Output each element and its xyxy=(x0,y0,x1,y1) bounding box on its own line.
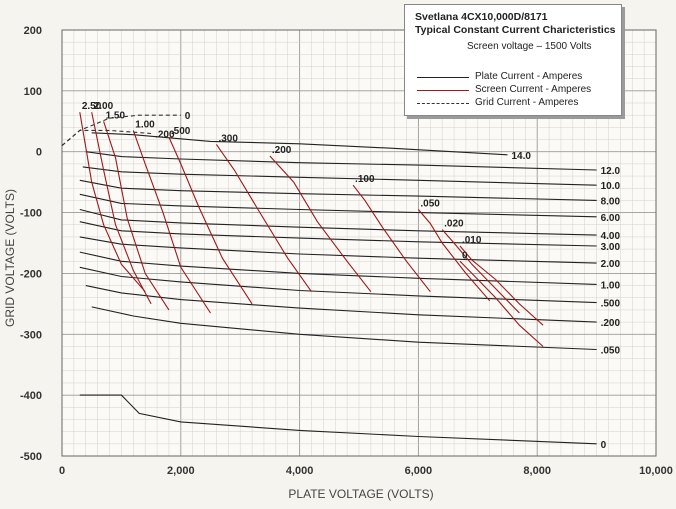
plate-current-line xyxy=(82,166,597,186)
plate-current-data-label: .050 xyxy=(601,346,621,357)
plate-current-line xyxy=(85,285,597,323)
x-tick-label: 0 xyxy=(59,465,65,477)
y-tick-label: -100 xyxy=(20,208,42,220)
screen-current-data-label: .300 xyxy=(218,133,238,144)
screen-current-line xyxy=(269,155,372,293)
screen-current-line xyxy=(459,245,544,326)
legend-swatch xyxy=(417,90,469,91)
screen-current-data-label: .010 xyxy=(462,235,482,246)
tick-label-layer: 0 2,000 4,000 6,000 8,000 10,000 200 100 0 -100 -2… xyxy=(20,25,673,477)
screen-current-line xyxy=(215,144,312,293)
x-tick-label: 6,000 xyxy=(405,465,433,477)
plate-current-data-label: 12.0 xyxy=(601,166,621,177)
x-tick-label: 4,000 xyxy=(286,465,314,477)
screen-current-data-label: .500 xyxy=(171,126,191,137)
plate-current-line xyxy=(79,394,597,445)
plate-current-data-label: 10.0 xyxy=(601,181,621,192)
screen-current-data-label: 2.50 xyxy=(82,101,102,112)
chart-title: Svetlana 4CX10,000D/8171 xyxy=(415,11,548,23)
plate-current-data-label: 0 xyxy=(601,440,607,451)
legend-swatch xyxy=(417,103,469,104)
y-tick-label: -200 xyxy=(20,268,42,280)
screen-current-data-label: .100 xyxy=(355,174,375,185)
plate-current-data-label: 8.00 xyxy=(601,196,621,207)
plate-current-data-label: 6.00 xyxy=(601,213,621,224)
screen-current-data-label: .020 xyxy=(444,219,464,230)
legend-label: Grid Current - Amperes xyxy=(475,97,579,108)
plate-current-line xyxy=(91,132,508,156)
screen-current-line xyxy=(79,112,146,293)
screen-current-data-label: 0 xyxy=(462,250,468,261)
screen-current-line xyxy=(417,209,491,302)
screen-current-line xyxy=(103,121,170,311)
plate-current-line xyxy=(79,221,597,247)
screen-current-data-label: .200 xyxy=(272,145,292,156)
plate-current-data-label: .200 xyxy=(601,318,621,329)
screen-current-line xyxy=(91,112,152,305)
legend-label: Plate Current - Amperes xyxy=(475,71,583,82)
plate-current-data-label: 3.00 xyxy=(601,242,621,253)
plate-current-line xyxy=(91,306,597,351)
y-tick-label: 0 xyxy=(36,147,42,159)
grid-current-series-group: 0 .200 xyxy=(61,111,191,147)
screen-current-line xyxy=(132,130,211,314)
plate-current-line xyxy=(85,151,597,171)
screen-current-data-label: 1.00 xyxy=(135,119,155,130)
x-axis-label: PLATE VOLTAGE (VOLTS) xyxy=(288,487,433,501)
screen-current-line xyxy=(352,184,431,293)
y-tick-label: -500 xyxy=(20,451,42,463)
x-tick-label: 10,000 xyxy=(639,465,673,477)
plate-current-line xyxy=(79,193,597,218)
y-axis-label: GRID VOLTAGE (VOLTS) xyxy=(3,189,17,327)
plot-frame xyxy=(61,29,657,457)
legend-swatch xyxy=(417,77,469,78)
screen-current-line xyxy=(459,260,544,347)
plate-current-line xyxy=(79,236,597,264)
screen-current-data-label: .050 xyxy=(420,199,440,210)
plate-current-data-label: .500 xyxy=(601,299,621,310)
grid-current-data-label: 0 xyxy=(185,111,191,122)
screen-current-line xyxy=(168,136,253,305)
y-tick-label: -400 xyxy=(20,390,42,402)
legend: Svetlana 4CX10,000D/8171 Typical Constan… xyxy=(404,4,622,116)
chart-note: Screen voltage – 1500 Volts xyxy=(467,41,592,52)
plate-current-line xyxy=(79,179,597,201)
plate-current-data-label: 14.0 xyxy=(512,151,532,162)
chart-subtitle: Typical Constant Current Charicteristics xyxy=(415,24,616,36)
screen-current-line xyxy=(441,229,520,314)
x-tick-label: 8,000 xyxy=(523,465,551,477)
screen-current-data-label: 1.50 xyxy=(106,110,126,121)
plate-current-series-group: 14.0 12.0 10.0 8.00 6.00 4.003.00 2.00 1.00 .500… xyxy=(79,132,621,451)
y-tick-label: 200 xyxy=(24,25,42,37)
x-tick-label: 2,000 xyxy=(167,465,195,477)
legend-title-block: Svetlana 4CX10,000D/8171 Typical Constan… xyxy=(415,11,616,37)
y-tick-label: -300 xyxy=(20,329,42,341)
plate-current-data-label: 4.00 xyxy=(601,231,621,242)
plate-current-data-label: 2.00 xyxy=(601,259,621,270)
plate-current-line xyxy=(79,251,597,285)
grid-current-line xyxy=(61,129,152,147)
grid-current-data-label: .200 xyxy=(155,129,175,140)
legend-label: Screen Current - Amperes xyxy=(475,84,592,95)
y-tick-label: 100 xyxy=(24,86,42,98)
plate-current-data-label: 1.00 xyxy=(601,280,621,291)
screen-current-data-label: 2.00 xyxy=(94,101,114,112)
screen-current-series-group: 2.502.001.50 1.00 .500 .300 .200 .100 .050 .020… xyxy=(79,101,544,347)
